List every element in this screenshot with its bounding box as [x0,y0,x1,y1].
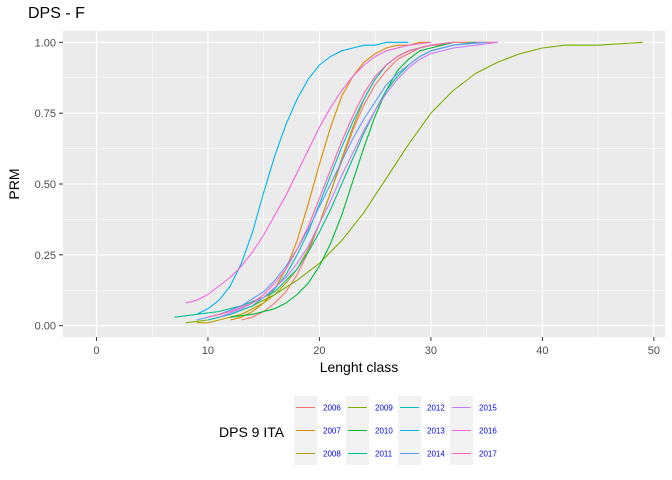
series-line-2009 [185,41,643,324]
legend-label-2010: 2010 [375,427,393,436]
y-tick-label: 0.75 [35,108,56,120]
legend-label-2012: 2012 [427,404,445,413]
legend-label-2017: 2017 [479,450,497,459]
grid-lines [63,31,665,337]
x-axis-label: Lenght class [320,359,399,375]
legend-label-2014: 2014 [427,450,445,459]
series-line-2014 [196,41,487,321]
legend-label-2016: 2016 [479,427,497,436]
axes: 0 10 20 30 40 50 0.00 0.25 0.50 0.75 1.00 [35,37,660,357]
series-line-2016 [185,41,431,304]
legend-title: DPS 9 ITA [219,424,285,440]
chart-title: DPS - F [28,5,85,22]
legend-label-2006: 2006 [323,404,341,413]
x-tick-label: 40 [536,345,548,357]
legend-items: 2006 2007 2008 2009 2010 2011 2012 2013 2014 2015… [294,396,497,465]
legend-label-2009: 2009 [375,404,393,413]
x-tick-label: 10 [202,345,214,357]
series-lines [174,41,643,324]
legend: DPS 9 ITA 200620072008200920102011201220… [219,396,497,465]
x-tick-label: 0 [93,345,99,357]
x-tick-label: 20 [313,345,325,357]
legend-label-2007: 2007 [323,427,341,436]
legend-label-2015: 2015 [479,404,497,413]
legend-label-2011: 2011 [375,450,393,459]
y-tick-label: 0.25 [35,250,56,262]
x-tick-label: 50 [648,345,660,357]
series-line-2017 [207,41,454,318]
legend-label-2013: 2013 [427,427,445,436]
series-line-2010 [230,41,454,318]
y-tick-label: 1.00 [35,37,56,49]
series-line-2006 [241,41,498,321]
y-axis-label: PRM [6,168,22,199]
series-line-2015 [218,41,498,318]
legend-label-2008: 2008 [323,450,341,459]
y-tick-label: 0.50 [35,179,56,191]
x-tick-label: 30 [425,345,437,357]
y-tick-label: 0.00 [35,321,56,333]
series-line-2013 [196,41,409,315]
